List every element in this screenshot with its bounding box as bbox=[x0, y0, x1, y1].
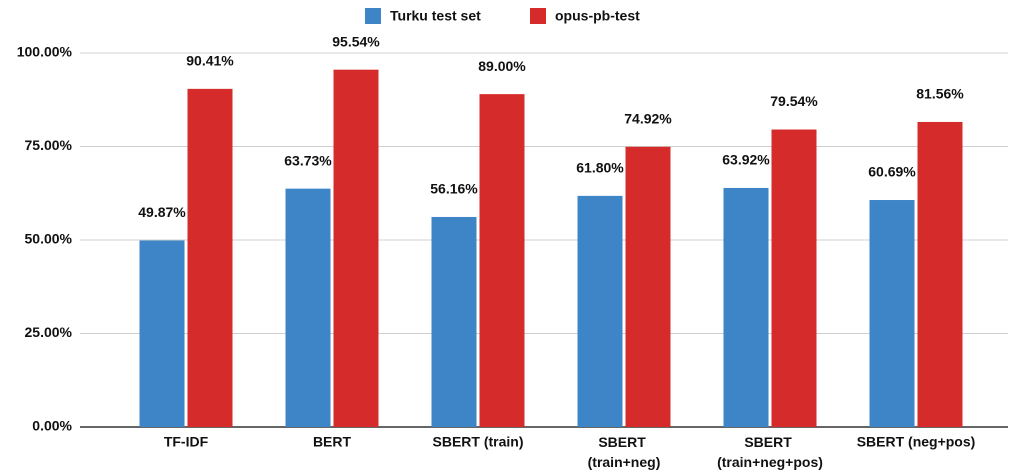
bar bbox=[333, 69, 379, 428]
value-label: 63.73% bbox=[284, 152, 332, 168]
value-label: 81.56% bbox=[916, 86, 964, 102]
y-tick-label: 0.00% bbox=[32, 418, 72, 434]
legend-label: opus-pb-test bbox=[555, 8, 640, 24]
bar bbox=[771, 129, 817, 428]
legend-swatch bbox=[365, 8, 381, 24]
value-label: 95.54% bbox=[332, 33, 380, 49]
x-tick-label: SBERT (train) bbox=[433, 434, 524, 450]
bar bbox=[869, 200, 915, 427]
bar bbox=[187, 88, 233, 427]
bar bbox=[479, 94, 525, 427]
value-label: 56.16% bbox=[430, 181, 478, 197]
value-label: 63.92% bbox=[722, 152, 770, 168]
y-tick-label: 25.00% bbox=[25, 324, 73, 340]
x-tick-label: TF-IDF bbox=[164, 434, 209, 450]
x-tick-label: SBERT (train+neg+pos) bbox=[717, 434, 823, 470]
legend-swatch bbox=[530, 8, 546, 24]
x-tick-label: SBERT (neg+pos) bbox=[857, 434, 976, 450]
y-tick-label: 100.00% bbox=[17, 44, 73, 60]
bar bbox=[723, 187, 769, 427]
y-tick-label: 75.00% bbox=[25, 137, 73, 153]
bar bbox=[625, 146, 671, 427]
value-label: 60.69% bbox=[868, 164, 916, 180]
legend-label: Turku test set bbox=[390, 8, 481, 24]
bar bbox=[917, 121, 963, 427]
bar bbox=[431, 216, 477, 427]
x-tick-label: BERT bbox=[313, 434, 352, 450]
bar bbox=[577, 195, 623, 427]
value-label: 89.00% bbox=[478, 58, 526, 74]
value-label: 61.80% bbox=[576, 160, 624, 176]
value-label: 49.87% bbox=[138, 204, 186, 220]
bar bbox=[285, 188, 331, 427]
bar bbox=[139, 240, 185, 427]
value-label: 74.92% bbox=[624, 111, 672, 127]
value-label: 79.54% bbox=[770, 93, 818, 109]
y-tick-label: 50.00% bbox=[25, 231, 73, 247]
x-tick-label: SBERT (train+neg) bbox=[588, 434, 661, 470]
value-label: 90.41% bbox=[186, 53, 234, 69]
